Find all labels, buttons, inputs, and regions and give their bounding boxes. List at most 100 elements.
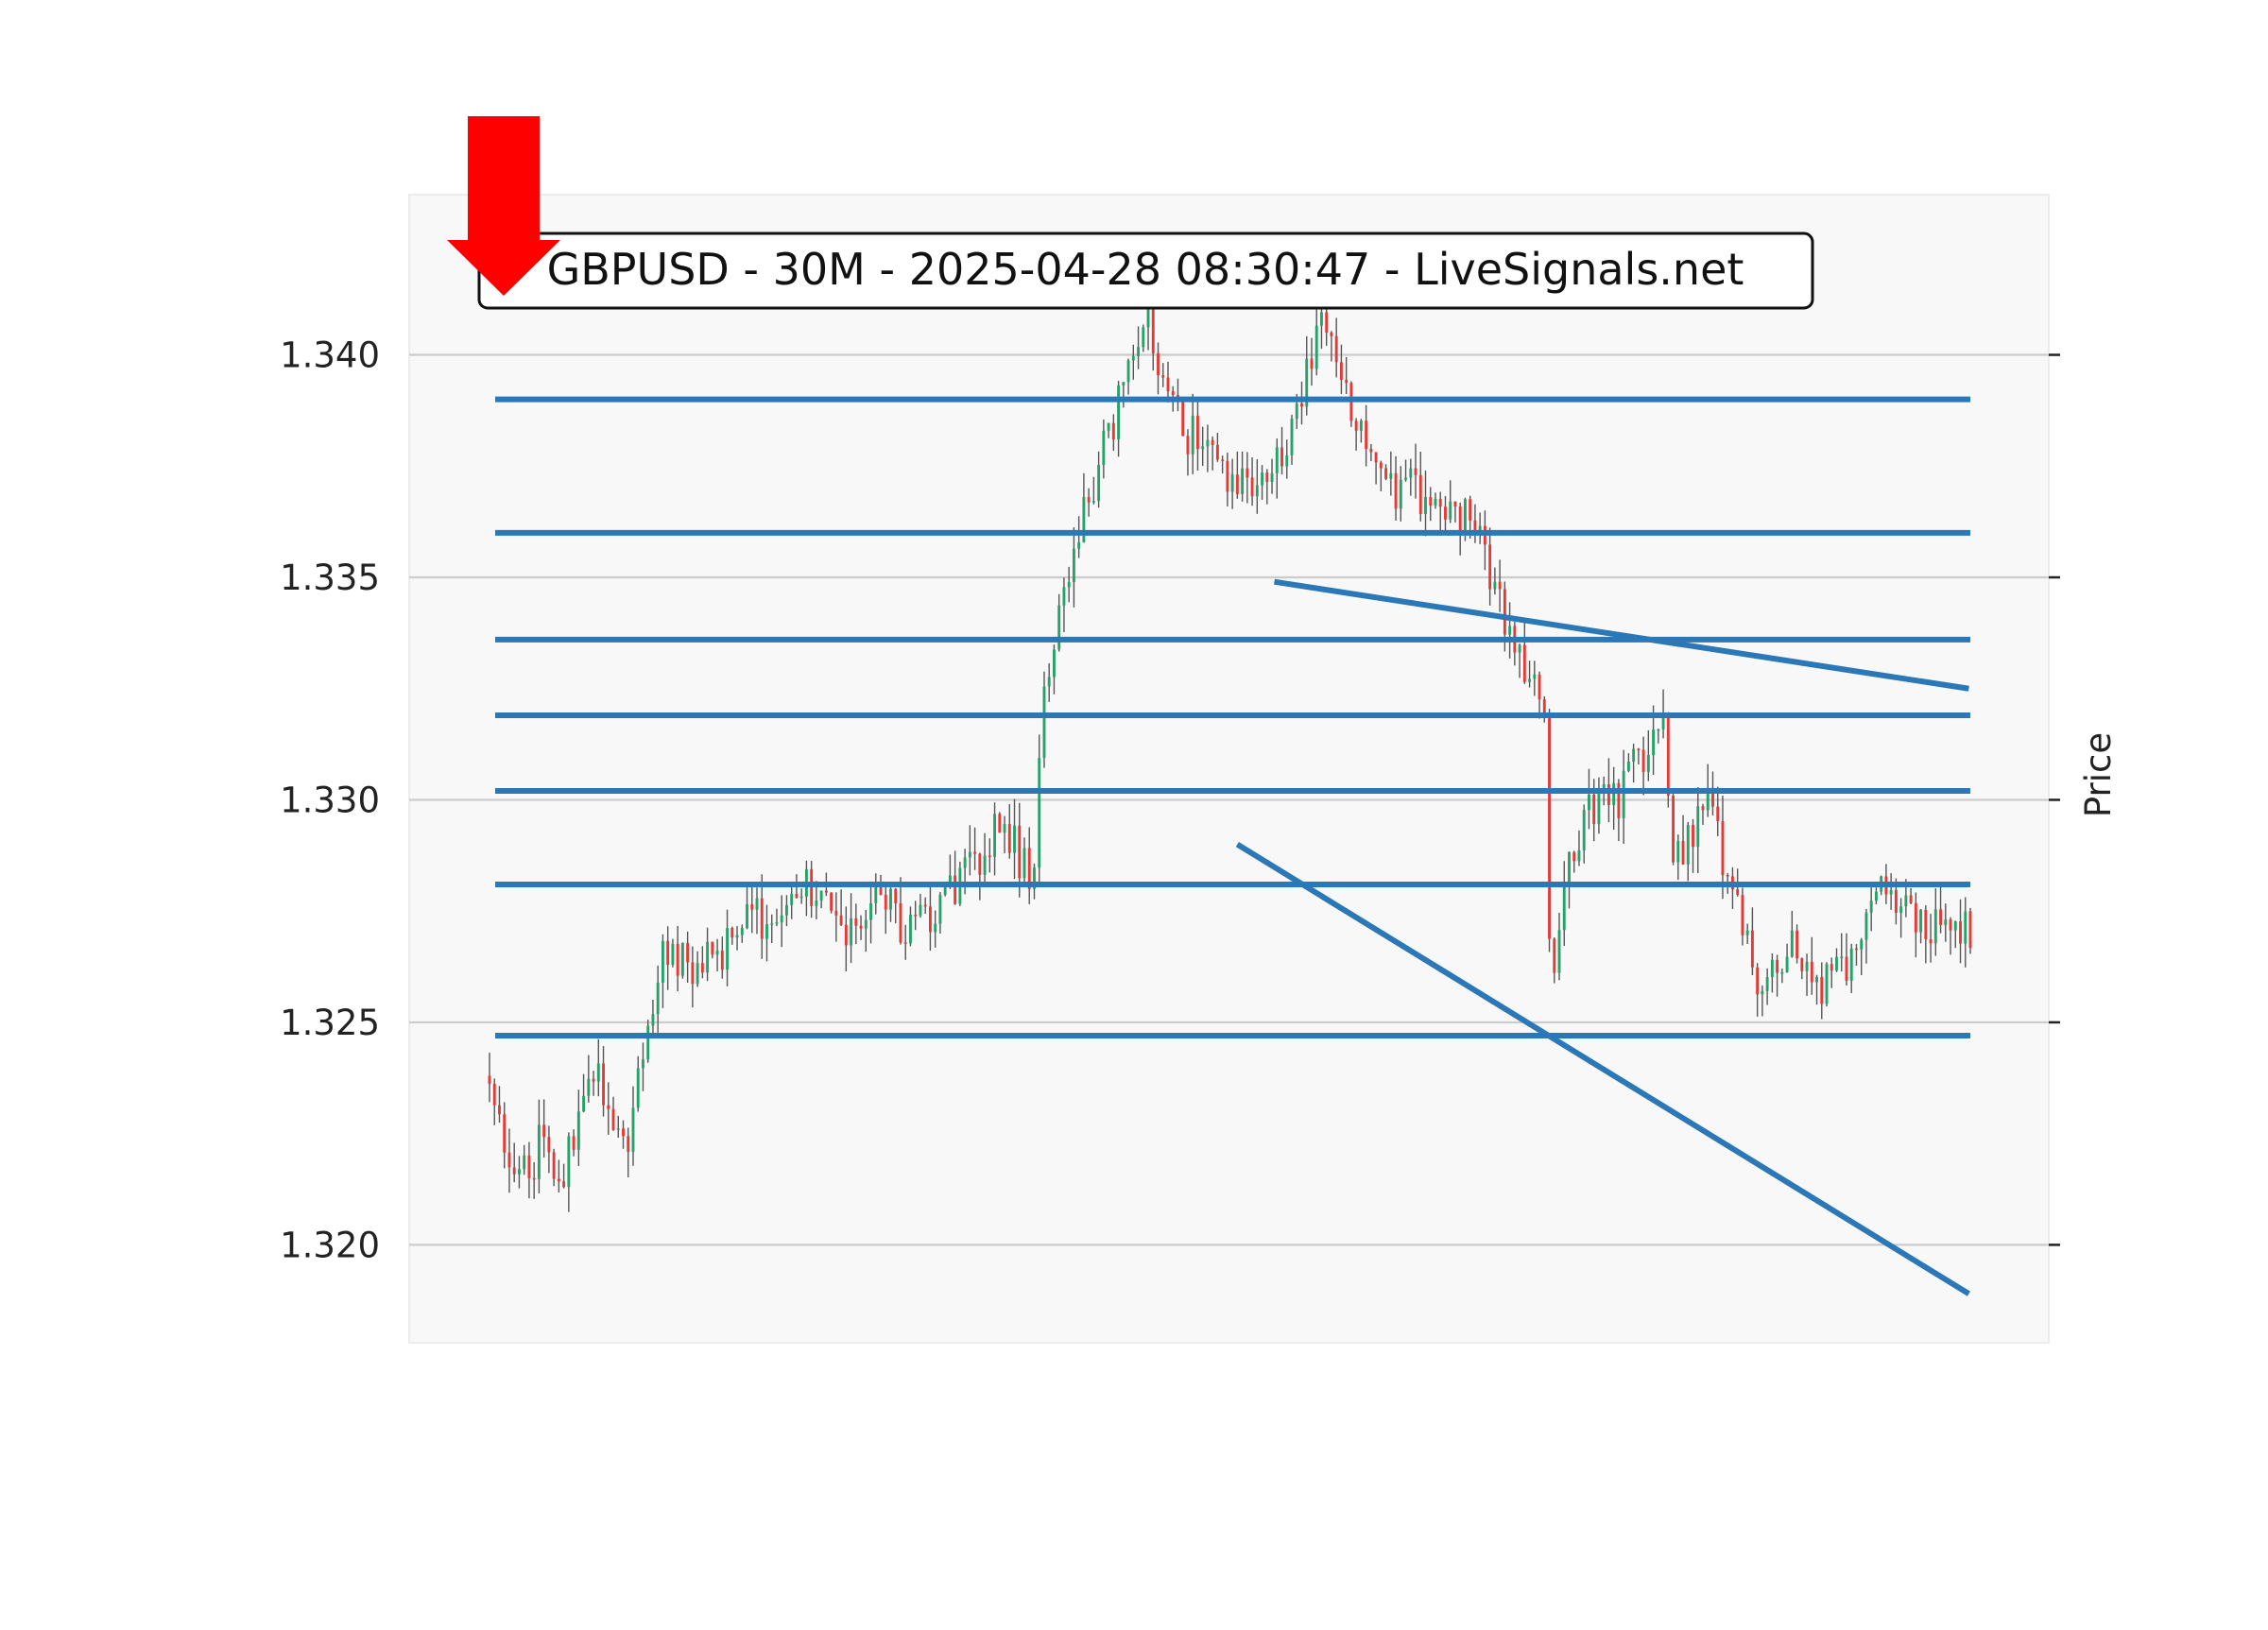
candle-up — [1676, 840, 1680, 863]
candle-up — [1860, 939, 1864, 950]
candle-up — [1146, 303, 1150, 328]
chart-title: GBPUSD - 30M - 2025-04-28 08:30:47 - Liv… — [547, 244, 1744, 295]
candle-up — [864, 919, 868, 929]
candle-down — [1701, 806, 1705, 811]
candle-down — [720, 951, 724, 970]
candle-down — [1374, 452, 1378, 463]
candle-up — [1835, 956, 1838, 971]
candle-up — [1588, 794, 1590, 811]
candle-down — [611, 1108, 615, 1130]
candle-down — [1553, 938, 1556, 973]
candle-down — [1572, 851, 1576, 862]
candle-down — [1498, 581, 1502, 590]
candle-up — [1899, 906, 1903, 914]
candle-down — [1379, 462, 1383, 469]
candle-up — [1626, 761, 1630, 771]
candle-up — [983, 855, 987, 875]
candle-down — [1087, 497, 1091, 503]
candle-up — [1201, 446, 1205, 450]
down-arrow-icon — [447, 116, 560, 296]
candle-down — [928, 906, 932, 933]
candle-down — [1151, 303, 1155, 353]
candle-up — [799, 896, 803, 899]
candle-down — [1820, 976, 1824, 1004]
candle-down — [1641, 749, 1645, 772]
candle-down — [1161, 375, 1165, 378]
candle-up — [1255, 485, 1259, 497]
candle-down — [988, 855, 991, 858]
candle-down — [923, 904, 927, 907]
candle-up — [1117, 385, 1121, 440]
candle-up — [1953, 921, 1957, 931]
candle-down — [572, 1136, 576, 1150]
candle-down — [1215, 444, 1219, 460]
candle-up — [636, 1068, 640, 1108]
candle-up — [1077, 541, 1081, 549]
candle-up — [963, 857, 967, 868]
candle-up — [1191, 415, 1194, 455]
candle-down — [1171, 390, 1175, 395]
candle-down — [1339, 362, 1343, 380]
candle-up — [1657, 729, 1660, 731]
candle-up — [661, 940, 664, 983]
candle-down — [1666, 713, 1670, 797]
candle-down — [1538, 674, 1541, 700]
candle-down — [1672, 796, 1675, 863]
candle-down — [1894, 889, 1898, 914]
candle-up — [1314, 325, 1318, 369]
candle-down — [1830, 964, 1833, 971]
candle-up — [1577, 849, 1581, 862]
candle-down — [844, 924, 848, 946]
candle-up — [1389, 472, 1393, 479]
candle-down — [622, 1128, 625, 1137]
candle-up — [1815, 976, 1818, 983]
candle-up — [1142, 327, 1145, 348]
candle-down — [1265, 472, 1269, 483]
candle-up — [1404, 477, 1407, 480]
candle-down — [527, 1155, 531, 1178]
candle-down — [834, 910, 838, 916]
candle-up — [576, 1111, 580, 1150]
candle-up — [696, 963, 699, 985]
candle-up — [1107, 422, 1110, 431]
candle-down — [562, 1181, 566, 1188]
candle-down — [1741, 895, 1744, 935]
candle-up — [1646, 755, 1650, 772]
candle-down — [894, 888, 898, 903]
candle-down — [1334, 335, 1338, 363]
candle-up — [1518, 644, 1521, 653]
candle-up — [1082, 497, 1086, 542]
candle-up — [1206, 439, 1210, 447]
candle-down — [998, 814, 1002, 833]
candle-up — [1825, 964, 1829, 1004]
candle-down — [532, 1177, 536, 1180]
candle-down — [547, 1137, 551, 1153]
candle-down — [1592, 794, 1596, 825]
candle-up — [671, 943, 675, 966]
candle-up — [815, 901, 818, 906]
candle-down — [859, 925, 863, 929]
candle-down — [607, 1105, 610, 1109]
candle-down — [884, 894, 887, 910]
candle-up — [1359, 420, 1363, 431]
candle-down — [824, 890, 828, 893]
candle-down — [1503, 589, 1506, 635]
candle-up — [1869, 901, 1873, 913]
candle-up — [1528, 678, 1532, 682]
candle-down — [542, 1124, 546, 1138]
candle-down — [512, 1167, 516, 1175]
candle-up — [631, 1107, 635, 1152]
candle-down — [1959, 921, 1962, 944]
candle-up — [869, 902, 872, 920]
candle-up — [656, 982, 660, 1015]
candle-up — [1102, 430, 1106, 465]
candle-down — [1181, 399, 1185, 437]
candle-up — [1964, 911, 1967, 944]
candle-down — [1384, 468, 1388, 479]
candle-up — [1652, 729, 1656, 756]
candle-up — [1042, 686, 1046, 759]
candle-down — [1796, 930, 1799, 959]
candle-up — [943, 884, 947, 895]
candle-down — [1394, 472, 1398, 509]
candle-down — [1325, 312, 1329, 333]
